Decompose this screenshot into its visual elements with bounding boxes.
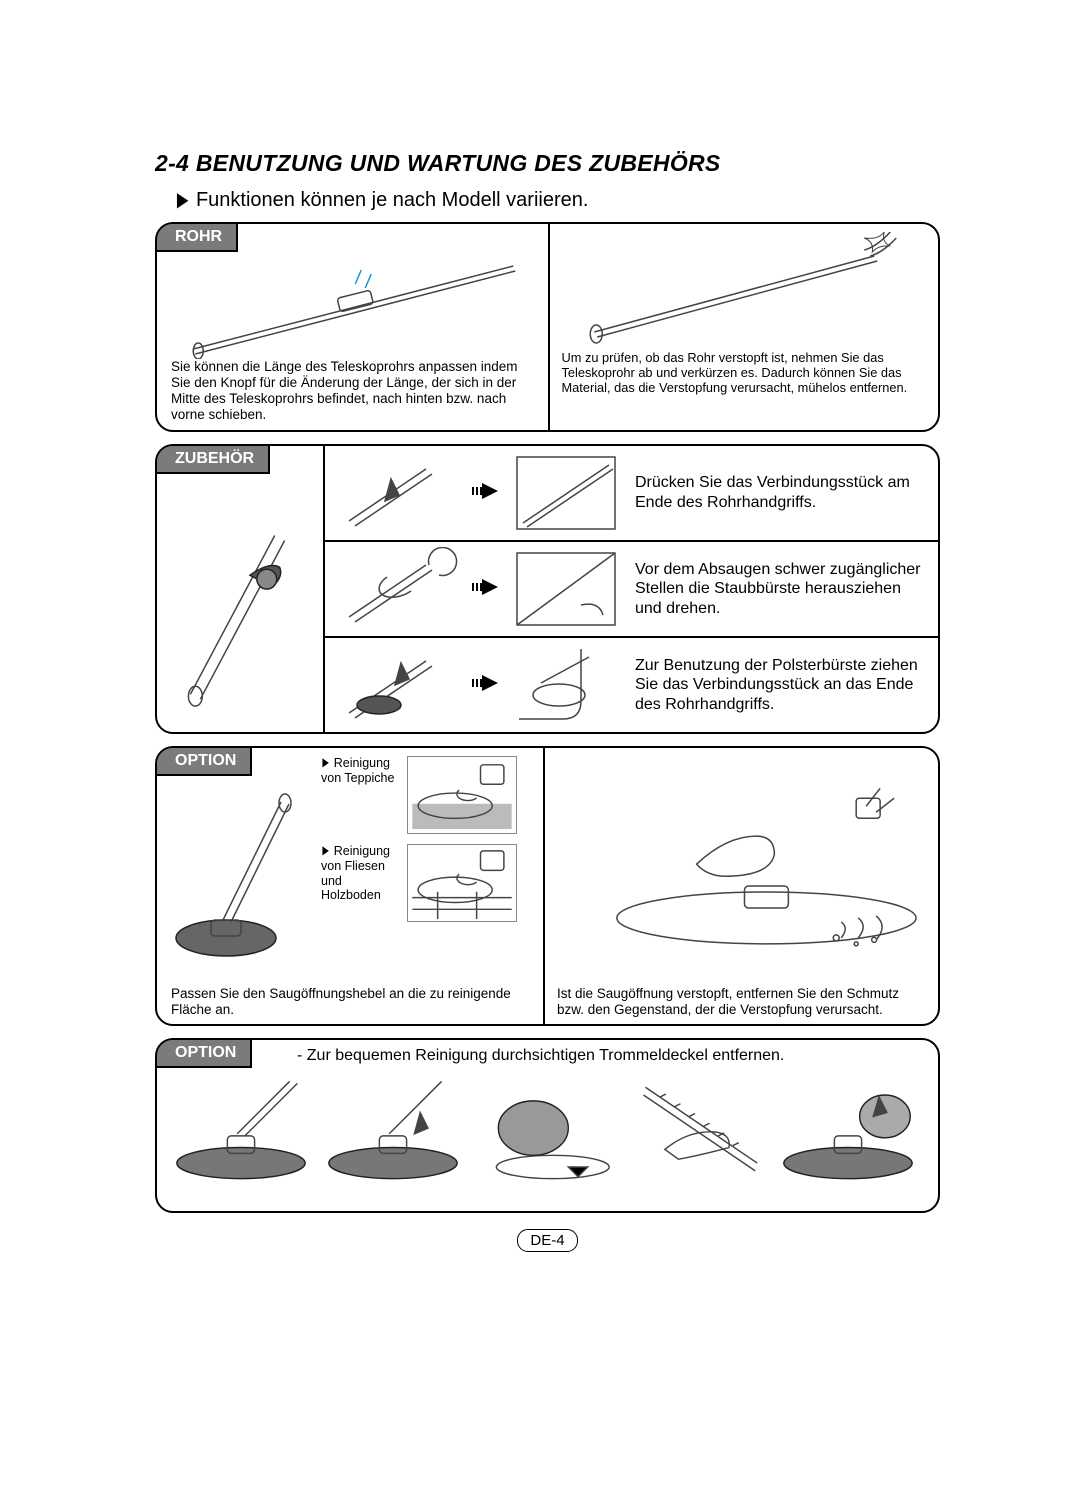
drum-step-1-illustration (171, 1072, 317, 1190)
zubehor-left (157, 446, 325, 732)
triangle-bullet-icon: ▶ (322, 843, 328, 857)
zubehor-layout: Drücken Sie das Verbindungsstück am Ende… (157, 446, 938, 732)
unclog-head-illustration (557, 756, 926, 980)
zubehor-rows: Drücken Sie das Verbindungsstück am Ende… (325, 446, 938, 732)
manual-page: 2-4 BENUTZUNG UND WARTUNG DES ZUBEHÖRS ▶… (0, 0, 1080, 1487)
zubehor-row-3: Zur Benutzung der Polsterbürste ziehen S… (325, 636, 938, 732)
option2-block: OPTION - Zur bequemen Reinigung durchsic… (155, 1038, 940, 1213)
option2-images-row (157, 1072, 938, 1190)
option1-tab: OPTION (155, 746, 252, 776)
zubehor-row3-text: Zur Benutzung der Polsterbürste ziehen S… (621, 652, 938, 719)
zubehor-block: ZUBEHÖR (155, 444, 940, 734)
option1-block: OPTION ▶ (155, 746, 940, 1026)
page-number: DE-4 (517, 1229, 577, 1252)
subhead-text: Funktionen können je nach Modell variier… (196, 189, 588, 211)
option2-caption-row: - Zur bequemen Reinigung durchsichtigen … (157, 1040, 938, 1072)
arrow-icon (461, 484, 511, 503)
zubehor-row2-text: Vor dem Absaugen schwer zugänglicher Ste… (621, 556, 938, 623)
handle-illustration (165, 476, 315, 724)
option1-left: ▶ Reinigung von Teppiche (157, 748, 545, 1024)
carpet-label: ▶ Reinigung von Teppiche (321, 756, 399, 786)
drum-step-2-illustration (323, 1072, 469, 1190)
upholstery-attach-illustration (331, 643, 461, 727)
section-heading: 2-4 BENUTZUNG UND WARTUNG DES ZUBEHÖRS (155, 150, 940, 177)
rohr-block: ROHR Sie können die Länge des Teleskopro… (155, 222, 940, 432)
triangle-bullet-icon: ▶ (322, 755, 328, 769)
arrow-icon (461, 580, 511, 599)
tile-label: ▶ Reinigung von Fliesen und Holzboden (321, 844, 399, 903)
option1-layout: ▶ Reinigung von Teppiche (157, 748, 938, 1024)
attach-step-illustration (331, 451, 461, 535)
rohr-left-text: Sie können die Länge des Teleskoprohrs a… (171, 359, 536, 423)
rohr-left-col: Sie können die Länge des Teleskoprohrs a… (157, 224, 548, 430)
zubehor-row1-text: Drücken Sie das Verbindungsstück am Ende… (621, 469, 938, 516)
carpet-mode-illustration (407, 756, 517, 834)
page-footer: DE-4 (155, 1229, 940, 1252)
rohr-right-text: Um zu prüfen, ob das Rohr verstopft ist,… (562, 350, 927, 395)
rohr-right-col: Um zu prüfen, ob das Rohr verstopft ist,… (548, 224, 939, 430)
tile-mode-illustration (407, 844, 517, 922)
dust-brush-illustration (331, 547, 461, 631)
dust-brush-use-illustration (511, 547, 621, 631)
rohr-columns: Sie können die Länge des Teleskoprohrs a… (157, 224, 938, 430)
option1-left-caption: Passen Sie den Saugöffnungshebel an die … (171, 986, 533, 1018)
drum-step-5-illustration (778, 1072, 924, 1190)
telescopic-pipe-illustration (171, 254, 536, 359)
pipe-unclog-illustration (562, 232, 927, 350)
drum-step-4-illustration (626, 1072, 772, 1190)
zubehor-row-1: Drücken Sie das Verbindungsstück am Ende… (325, 446, 938, 540)
option2-tab: OPTION (155, 1038, 252, 1068)
drum-step-3-illustration (475, 1072, 621, 1190)
upholstery-use-illustration (511, 643, 621, 727)
option1-right-caption: Ist die Saugöffnung verstopft, entfernen… (557, 986, 926, 1018)
zubehor-row-2: Vor dem Absaugen schwer zugänglicher Ste… (325, 540, 938, 636)
crevice-clean-illustration (511, 451, 621, 535)
arrow-icon (461, 676, 511, 695)
section-subhead: ▶ Funktionen können je nach Modell varii… (175, 187, 940, 212)
option2-caption: - Zur bequemen Reinigung durchsichtigen … (297, 1047, 784, 1064)
floor-head-illustration (171, 780, 321, 970)
triangle-bullet-icon: ▶ (177, 187, 189, 212)
option1-right: Ist die Saugöffnung verstopft, entfernen… (545, 748, 938, 1024)
